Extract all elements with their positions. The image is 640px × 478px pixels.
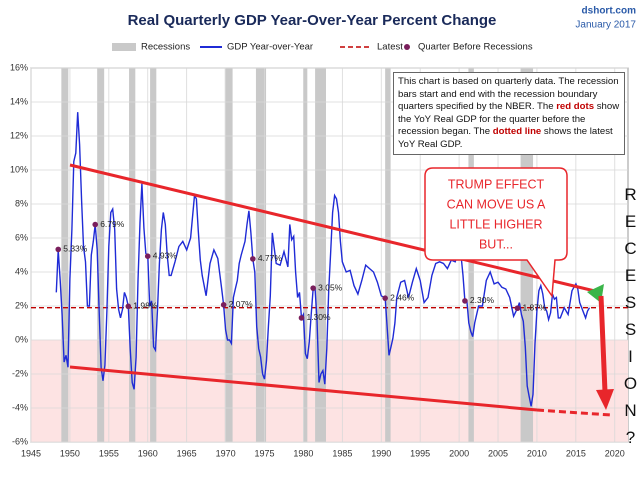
y-tick-label: 10% — [10, 164, 28, 174]
x-tick-label: 2020 — [605, 448, 625, 458]
info-text: show the YoY Real GDP for the quarter be… — [398, 101, 620, 137]
recession-bar — [97, 68, 105, 442]
recession-dot — [514, 305, 521, 312]
callout-box — [424, 167, 568, 299]
x-tick-label: 1970 — [216, 448, 236, 458]
recession-dot — [220, 302, 227, 308]
side-text: RECESSION? — [621, 185, 640, 455]
x-tick-label: 2015 — [566, 448, 586, 458]
dot-label: 6.79% — [100, 219, 125, 229]
recession-bar — [61, 68, 69, 442]
chart-title: Real Quarterly GDP Year-Over-Year Percen… — [128, 12, 497, 29]
dot-label: 4.93% — [153, 250, 178, 260]
trend-line — [536, 408, 612, 417]
dot-label: 2.07% — [229, 299, 254, 309]
info-text: This chart is based on quarterly data. T… — [398, 76, 619, 112]
y-tick-label: 16% — [10, 62, 28, 72]
y-tick-label: 8% — [15, 198, 28, 208]
recession-dot — [55, 246, 62, 253]
x-tick-label: 2000 — [449, 448, 469, 458]
recession-dot — [125, 303, 132, 310]
recession-bar — [315, 68, 326, 442]
legend-label: GDP Year-over-Year — [227, 42, 313, 53]
dot-label: 2.30% — [470, 295, 495, 305]
source: dshort.com — [582, 6, 637, 17]
legend-label: Latest — [377, 42, 403, 53]
dot-label: 5.33% — [63, 244, 88, 254]
legend-swatch — [404, 44, 410, 50]
recession-dot — [250, 256, 256, 262]
x-tick-label: 1955 — [99, 448, 119, 458]
dot-label: 2.46% — [390, 292, 415, 302]
y-tick-label: -2% — [12, 368, 28, 378]
recession-bar — [303, 68, 308, 442]
dot-label: 1.30% — [306, 312, 331, 322]
dot-label: 4.77% — [258, 253, 283, 263]
callout-text: LITTLE HIGHER — [449, 217, 542, 231]
info-text: red dots — [556, 101, 595, 112]
y-tick-label: 6% — [15, 232, 28, 242]
arrow-head — [596, 389, 614, 410]
gdp-line — [55, 112, 591, 407]
recession-dot — [144, 253, 151, 259]
legend-swatch — [112, 43, 136, 51]
recession-dot — [298, 315, 305, 321]
recession-dot — [382, 295, 388, 301]
recession-bar — [224, 68, 233, 442]
x-tick-label: 1985 — [332, 448, 352, 458]
recession-dot — [462, 298, 468, 304]
x-tick-label: 1960 — [138, 448, 158, 458]
callout-text: TRUMP EFFECT — [448, 177, 545, 191]
x-tick-label: 1965 — [177, 448, 197, 458]
x-tick-label: 1950 — [60, 448, 80, 458]
callout-text: CAN MOVE US A — [447, 197, 546, 211]
annotations: TRUMP EFFECT CAN MOVE US A LITTLE HIGHER BU… — [69, 163, 614, 417]
y-tick-label: 0% — [15, 334, 28, 344]
y-tick-label: 12% — [10, 130, 28, 140]
trend-line — [69, 365, 538, 412]
recession-dot — [310, 285, 316, 291]
trend-line — [69, 163, 600, 294]
x-tick-label: 1990 — [371, 448, 391, 458]
recession-bar — [129, 68, 136, 442]
info-text: dotted line — [492, 126, 542, 137]
legend: Recessions GDP Year-over-Year Latest Qua… — [112, 42, 533, 53]
x-tick-label: 2005 — [488, 448, 508, 458]
x-tick-label: 1995 — [410, 448, 430, 458]
info-text: shows the latest YoY Real GDP. — [398, 126, 613, 150]
y-tick-label: 2% — [15, 300, 28, 310]
recession-bar — [255, 68, 267, 442]
dot-label: 3.05% — [318, 282, 343, 292]
legend-label: Recessions — [141, 42, 190, 53]
legend-label: Quarter Before Recessions — [418, 42, 533, 53]
arrow — [598, 295, 608, 393]
x-tick-label: 1975 — [254, 448, 274, 458]
plot: -6% -4% -2% 0% 2% 4% 6% 8% 10% 12% 14% 16% 1945 1950 1… — [10, 62, 629, 458]
info-box: This chart is based on quarterly data. T… — [393, 72, 625, 155]
callout-text: BUT... — [479, 237, 513, 251]
x-tick-label: 1980 — [293, 448, 313, 458]
dot-label: 1.98% — [133, 301, 158, 311]
recession-bar — [385, 68, 391, 442]
y-tick-label: -6% — [12, 436, 28, 446]
y-tick-label: -4% — [12, 402, 28, 412]
y-tick-label: 14% — [10, 96, 28, 106]
y-tick-label: 4% — [15, 266, 28, 276]
dot-label: 1.87% — [522, 302, 547, 312]
recession-bar — [150, 68, 157, 442]
x-tick-label: 1945 — [21, 448, 41, 458]
recession-dot — [92, 221, 99, 228]
date: January 2017 — [575, 20, 636, 31]
x-tick-label: 2010 — [527, 448, 547, 458]
